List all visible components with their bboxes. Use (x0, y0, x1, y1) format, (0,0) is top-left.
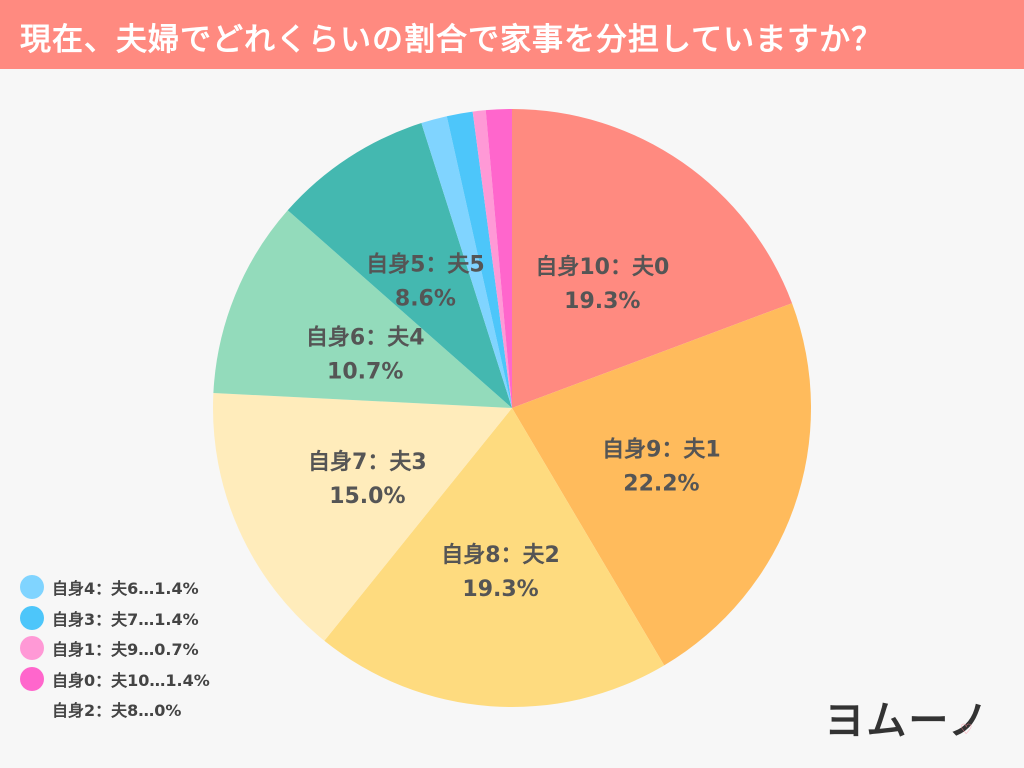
pie-slice (287, 123, 512, 408)
legend-label: 自身1：夫9…0.7% (52, 640, 199, 660)
pie-slice (512, 303, 811, 666)
slice-value-label: 19.3% (462, 577, 538, 602)
legend-item: 自身4：夫6…1.4% (20, 572, 210, 603)
pie-slice (213, 392, 512, 641)
pie-chart: 自身10：夫0 19.3% 自身9：夫1 22.2% 自身8：夫2 19.3% 自身7：夫3… (213, 109, 811, 708)
pie-slices (213, 109, 811, 708)
slice-label: 自身6：夫4 (306, 324, 425, 350)
legend-label: 自身4：夫6…1.4% (52, 579, 199, 599)
pie-slice (512, 109, 793, 408)
slice-value-label: 10.7% (327, 359, 403, 384)
legend-swatch (20, 575, 44, 600)
slice-label: 自身9：夫1 (602, 437, 721, 463)
legend-swatch (20, 697, 44, 721)
slice-value-label: 19.3% (564, 289, 640, 314)
header-bar: 現在、夫婦でどれくらいの割合で家事を分担していますか？ (0, 0, 1024, 69)
slice-value-label: 22.2% (623, 472, 699, 497)
pie-slice (421, 116, 512, 408)
legend-item: 自身2：夫8…0% (20, 694, 210, 725)
legend-swatch (20, 666, 44, 691)
slice-label: 自身8：夫2 (441, 542, 560, 568)
legend-label: 自身3：夫7…1.4% (52, 609, 199, 629)
slice-label: 自身7：夫3 (308, 449, 427, 475)
pie-labels: 自身10：夫0 19.3% 自身9：夫1 22.2% 自身8：夫2 19.3% 自身7：夫3… (306, 251, 721, 602)
heart-icon: ♡ (960, 722, 975, 738)
slice-label: 自身5：夫5 (366, 251, 485, 277)
legend-item: 自身3：夫7…1.4% (20, 603, 210, 634)
legend-item: 自身0：夫10…1.4% (20, 664, 210, 695)
slice-value-label: 8.6% (395, 286, 456, 311)
pie-slice (485, 109, 512, 408)
page-title: 現在、夫婦でどれくらいの割合で家事を分担していますか？ (20, 22, 884, 58)
pie-slice (446, 111, 512, 409)
legend-label: 自身2：夫8…0% (52, 701, 182, 721)
legend-label: 自身0：夫10…1.4% (52, 670, 210, 690)
pie-slice (472, 110, 512, 408)
slice-value-label: 15.0% (329, 484, 405, 509)
logo: ヨムーノ ♡ (824, 694, 988, 744)
legend-swatch (20, 605, 44, 630)
pie-slice (324, 408, 665, 708)
legend-swatch (20, 636, 44, 661)
logo-text: ヨムーノ (824, 698, 990, 744)
pie-slice (213, 210, 512, 408)
legend: 自身4：夫6…1.4% 自身3：夫7…1.4% 自身1：夫9…0.7% 自身0：夫10… (20, 572, 210, 725)
slice-label: 自身10：夫0 (535, 254, 669, 280)
legend-item: 自身1：夫9…0.7% (20, 633, 210, 664)
